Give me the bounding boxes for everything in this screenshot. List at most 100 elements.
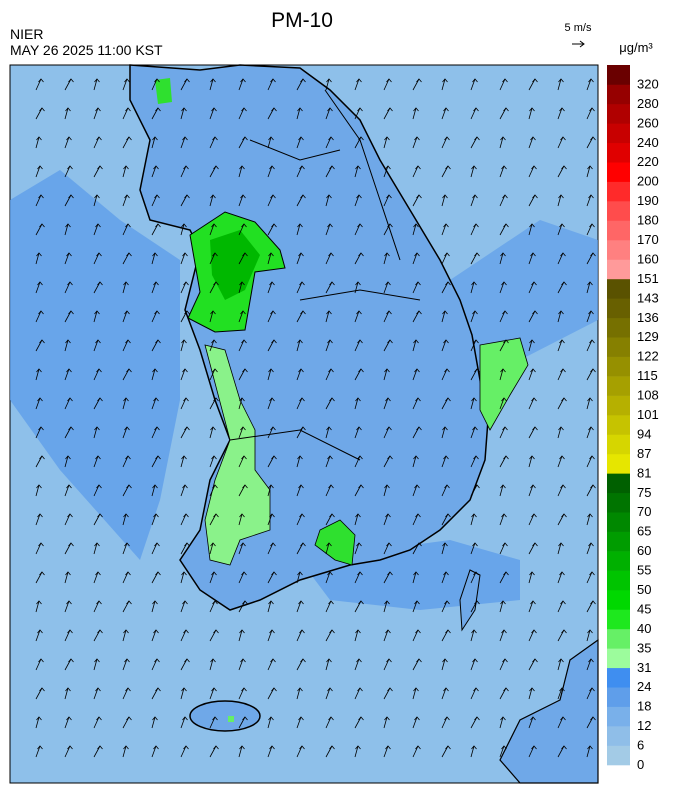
wind-head [271, 339, 277, 344]
wind-shaft [238, 629, 243, 642]
wind-head [65, 455, 71, 460]
wind-arrow [93, 339, 101, 352]
wind-shaft [64, 571, 69, 584]
wind-arrow [151, 484, 158, 497]
colorbar-segment [607, 201, 630, 221]
colorbar-segment [607, 278, 630, 299]
wind-shaft [325, 716, 332, 729]
wind-shaft [267, 339, 275, 352]
wind-arrow [441, 165, 451, 178]
wind-head [558, 310, 564, 315]
wind-shaft [441, 223, 447, 236]
wind-arrow [35, 165, 43, 178]
wind-arrow [64, 571, 71, 584]
wind-arrow [267, 745, 275, 758]
wind-arrow [93, 571, 101, 584]
wind-head [532, 310, 538, 315]
wind-arrow [209, 513, 219, 526]
wind-shaft [441, 629, 449, 642]
wind-head [414, 716, 420, 721]
wind-head [387, 339, 393, 344]
wind-shaft [93, 223, 99, 236]
wind-arrow [238, 397, 245, 410]
wind-shaft [238, 542, 244, 555]
wind-shaft [296, 716, 302, 729]
wind-shaft [499, 542, 506, 555]
wind-head [184, 542, 190, 547]
wind-arrow [238, 600, 248, 613]
wind-arrow [296, 455, 303, 468]
wind-head [416, 310, 422, 315]
wind-shaft [64, 397, 71, 410]
wind-head [442, 310, 448, 315]
wind-shaft [586, 426, 592, 439]
wind-arrow [296, 745, 305, 758]
wind-head [560, 484, 566, 489]
wind-head [385, 281, 391, 286]
colorbar-segment [607, 181, 630, 202]
wind-arrow [209, 165, 219, 178]
wind-arrow [557, 107, 565, 120]
wind-shaft [151, 745, 157, 758]
wind-shaft [122, 310, 128, 323]
wind-arrow [122, 455, 131, 468]
wind-head [181, 455, 187, 460]
wind-arrow [557, 600, 566, 613]
wind-shaft [412, 629, 419, 642]
wind-arrow [122, 687, 131, 700]
wind-shaft [93, 194, 98, 207]
wind-head [97, 397, 103, 402]
wind-arrow [296, 687, 303, 700]
wind-shaft [64, 136, 70, 149]
wind-head [559, 223, 565, 228]
wind-head [268, 716, 274, 721]
wind-head [384, 368, 390, 373]
wind-arrow [586, 252, 596, 265]
wind-arrow [441, 368, 450, 381]
wind-head [239, 513, 245, 518]
wind-shaft [499, 339, 507, 352]
wind-arrow [412, 542, 422, 555]
wind-shaft [35, 600, 40, 613]
wind-arrow [470, 600, 480, 613]
wind-head [587, 165, 593, 170]
colorbar-label: 0 [637, 757, 644, 772]
wind-arrow [441, 223, 449, 236]
wind-arrow [209, 223, 217, 236]
wind-head [297, 571, 303, 576]
wind-head [590, 484, 596, 489]
wind-head [38, 426, 44, 431]
wind-shaft [151, 455, 159, 468]
wind-head [413, 339, 419, 344]
wind-shaft [586, 78, 592, 91]
wind-shaft [586, 339, 593, 352]
wind-shaft [470, 310, 476, 323]
wind-arrow [499, 165, 507, 178]
wind-shaft [586, 397, 591, 410]
wind-head [96, 716, 102, 721]
wind-head [97, 513, 103, 518]
wind-arrow [180, 281, 189, 294]
wind-shaft [354, 165, 359, 178]
wind-arrow [151, 136, 158, 149]
wind-arrow [412, 745, 421, 758]
wind-arrow [354, 223, 363, 236]
wind-shaft [528, 223, 533, 236]
wind-arrow [93, 397, 103, 410]
wind-head [181, 223, 187, 228]
wind-arrow [180, 136, 188, 149]
colorbar-segment [607, 551, 630, 571]
wind-arrow [122, 281, 129, 294]
wind-shaft [93, 455, 99, 468]
wind-head [213, 397, 219, 402]
wind-shaft [528, 252, 534, 265]
wind-shaft [528, 339, 533, 352]
wind-head [123, 629, 129, 634]
colorbar-segment [607, 512, 630, 532]
wind-arrow [470, 194, 478, 207]
wind-arrow [383, 426, 392, 439]
wind-head [327, 571, 333, 576]
colorbar-label: 12 [637, 718, 651, 733]
wind-head [65, 339, 71, 344]
datetime: MAY 26 2025 11:00 KST [10, 42, 163, 58]
